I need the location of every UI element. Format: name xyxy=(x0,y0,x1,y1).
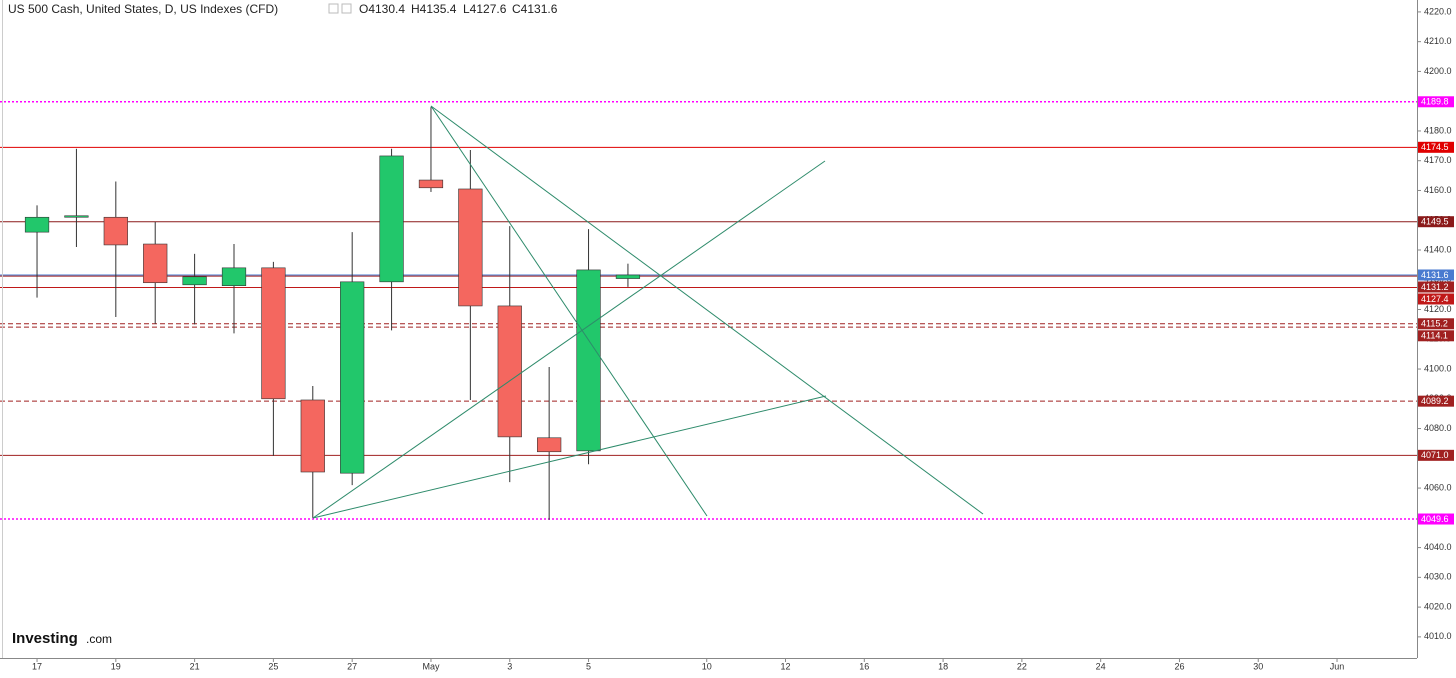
candle-body xyxy=(182,276,207,286)
level-label-box xyxy=(1418,318,1454,330)
x-tick-label: 10 xyxy=(702,661,712,671)
level-label: 4174.5 xyxy=(1421,142,1449,152)
x-tick-label: 19 xyxy=(111,661,121,671)
y-tick-label: 4140.0 xyxy=(1424,244,1452,254)
candle-body xyxy=(24,216,50,233)
trend-line xyxy=(312,160,826,519)
level-label: 4071.0 xyxy=(1421,450,1449,460)
icon xyxy=(341,3,352,14)
candle-body xyxy=(497,305,522,438)
level-label-box xyxy=(1418,330,1454,342)
level-label-box xyxy=(1418,141,1454,153)
candle-body xyxy=(340,281,365,474)
chart-title: US 500 Cash, United States, D, US Indexe… xyxy=(8,2,278,16)
x-tick-label: 27 xyxy=(347,661,357,671)
level-label: 4089.2 xyxy=(1421,396,1449,406)
x-tick-label: 22 xyxy=(1017,661,1027,671)
y-tick-label: 4030.0 xyxy=(1424,572,1452,582)
level-label: 4189.8 xyxy=(1421,97,1449,107)
brand: Investing xyxy=(12,630,78,647)
y-tick-label: 4180.0 xyxy=(1424,125,1452,135)
level-label: 4127.4 xyxy=(1421,294,1449,304)
candle-body xyxy=(261,267,286,400)
x-tick-label: 18 xyxy=(938,661,948,671)
x-tick-label: 17 xyxy=(32,661,42,671)
title-backdrop xyxy=(4,3,322,17)
level-label-box xyxy=(1418,281,1454,293)
ohlc-open: O4130.4 xyxy=(359,2,405,16)
y-tick-label: 4200.0 xyxy=(1424,66,1452,76)
level-label-box xyxy=(1418,269,1454,281)
level-label: 4114.1 xyxy=(1421,331,1448,341)
x-tick-label: 21 xyxy=(190,661,200,671)
ohlc-high: H4135.4 xyxy=(411,2,457,16)
trend-line xyxy=(430,105,984,515)
trend-line xyxy=(430,105,708,517)
candle-body xyxy=(458,188,483,307)
y-tick-label: 4120.0 xyxy=(1424,304,1452,314)
candle-body xyxy=(300,399,325,473)
x-tick-label: 12 xyxy=(781,661,791,671)
level-label: 4131.6 xyxy=(1421,270,1449,280)
level-label-box xyxy=(1418,293,1454,305)
x-tick-label: May xyxy=(422,661,440,671)
y-tick-label: 4010.0 xyxy=(1424,631,1452,641)
y-tick-label: 4020.0 xyxy=(1424,601,1452,611)
level-label: 4049.6 xyxy=(1421,514,1449,524)
x-tick-label: 25 xyxy=(268,661,278,671)
ohlc-low: L4127.6 xyxy=(463,2,507,16)
x-tick-label: 30 xyxy=(1253,661,1263,671)
brand-suffix: .com xyxy=(86,632,112,646)
candle-body xyxy=(379,155,404,283)
trend-line xyxy=(312,395,827,519)
level-label: 4115.2 xyxy=(1421,319,1448,329)
level-label-box xyxy=(1418,96,1454,108)
candle-body xyxy=(576,269,601,452)
candle-body xyxy=(64,215,89,218)
candle-body xyxy=(418,179,444,189)
candle-body xyxy=(103,216,128,246)
x-tick-label: 5 xyxy=(586,661,591,671)
y-tick-label: 4160.0 xyxy=(1424,185,1452,195)
y-tick-label: 4170.0 xyxy=(1424,155,1452,165)
x-tick-label: 26 xyxy=(1174,661,1184,671)
level-label: 4131.2 xyxy=(1421,282,1449,292)
level-label-box xyxy=(1418,216,1454,228)
level-label-box xyxy=(1418,449,1454,461)
candle-body xyxy=(143,243,168,284)
level-label-box xyxy=(1418,395,1454,407)
icon xyxy=(328,3,339,14)
y-tick-label: 4060.0 xyxy=(1424,482,1452,492)
y-tick-label: 4100.0 xyxy=(1424,363,1452,373)
x-tick-label: 3 xyxy=(507,661,512,671)
y-tick-label: 4080.0 xyxy=(1424,423,1452,433)
y-tick-label: 4040.0 xyxy=(1424,542,1452,552)
trend-lines xyxy=(312,105,984,519)
y-tick-label: 4210.0 xyxy=(1424,36,1452,46)
candle-body xyxy=(537,437,562,453)
x-tick-label: 24 xyxy=(1096,661,1106,671)
candle-body xyxy=(221,267,247,286)
x-tick-label: Jun xyxy=(1330,661,1345,671)
level-label-box xyxy=(1418,513,1454,525)
x-tick-label: 16 xyxy=(859,661,869,671)
y-tick-label: 4220.0 xyxy=(1424,6,1452,16)
candle-body xyxy=(615,274,641,279)
ohlc-close: C4131.6 xyxy=(512,2,558,16)
level-label: 4149.5 xyxy=(1421,217,1449,227)
